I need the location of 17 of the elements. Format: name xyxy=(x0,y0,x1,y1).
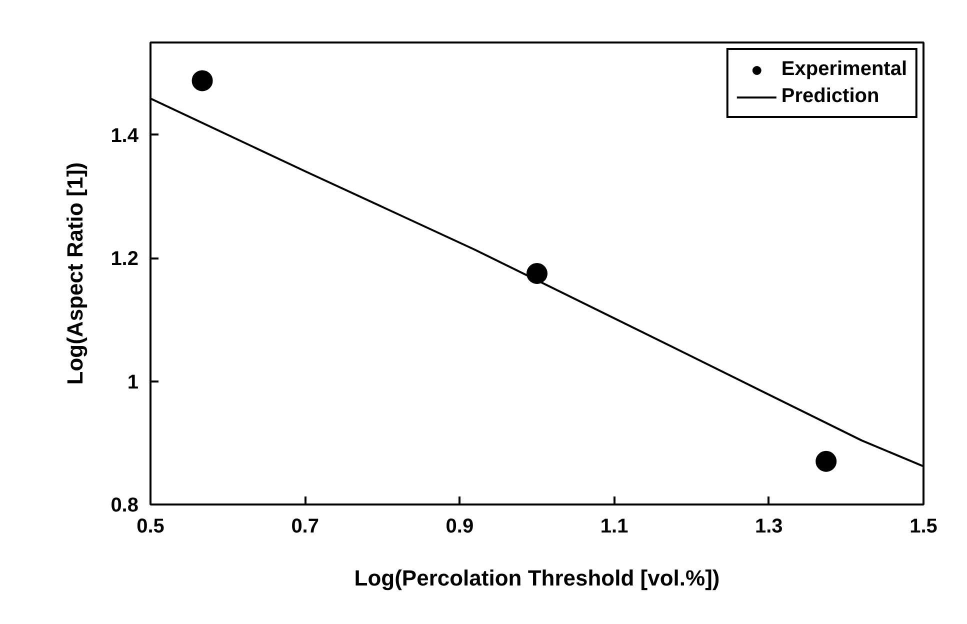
y-axis-title: Log(Aspect Ratio [1]) xyxy=(62,162,88,385)
y-tick-label: 0.8 xyxy=(110,494,139,516)
x-axis-title: Log(Percolation Threshold [vol.%]) xyxy=(354,566,720,590)
y-tick-label: 1.4 xyxy=(110,124,140,147)
x-tick-label: 0.9 xyxy=(446,516,474,538)
legend-label: Prediction xyxy=(781,85,880,108)
x-tick-label: 1.5 xyxy=(910,516,938,538)
point xyxy=(816,450,837,472)
x-tick-label: 0.7 xyxy=(291,516,320,538)
x-tick-label: 1.1 xyxy=(600,516,628,538)
y-tick-label: 1 xyxy=(127,371,138,394)
point xyxy=(526,263,548,284)
x-tick-label: 0.5 xyxy=(136,516,164,538)
legend-label: Experimental xyxy=(781,58,907,81)
x-tick-label: 1.3 xyxy=(755,516,783,538)
point xyxy=(192,70,213,92)
y-tick-label: 1.2 xyxy=(110,248,139,270)
